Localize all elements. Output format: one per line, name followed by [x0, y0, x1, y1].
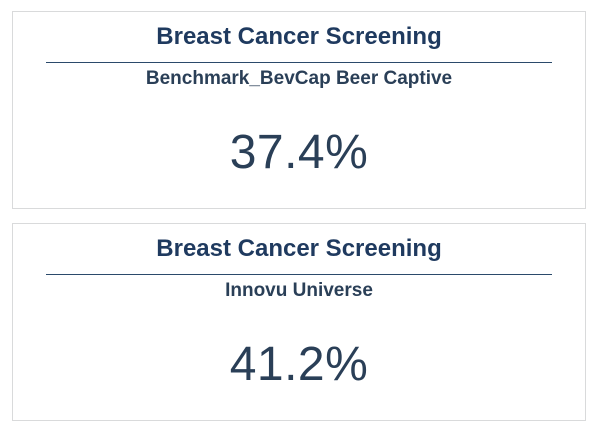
card-divider — [46, 62, 552, 63]
card-subtitle: Benchmark_BevCap Beer Captive — [145, 68, 453, 89]
kpi-value: 41.2% — [229, 338, 369, 391]
card-title: Breast Cancer Screening — [156, 23, 442, 50]
card-title: Breast Cancer Screening — [156, 235, 442, 262]
card-subtitle: Innovu Universe — [225, 280, 373, 301]
kpi-card-innovu-universe: Breast Cancer Screening Innovu Universe … — [12, 223, 586, 421]
kpi-card-benchmark: Breast Cancer Screening Benchmark_BevCap… — [12, 11, 586, 209]
card-divider — [46, 274, 552, 275]
kpi-value: 37.4% — [229, 126, 369, 179]
